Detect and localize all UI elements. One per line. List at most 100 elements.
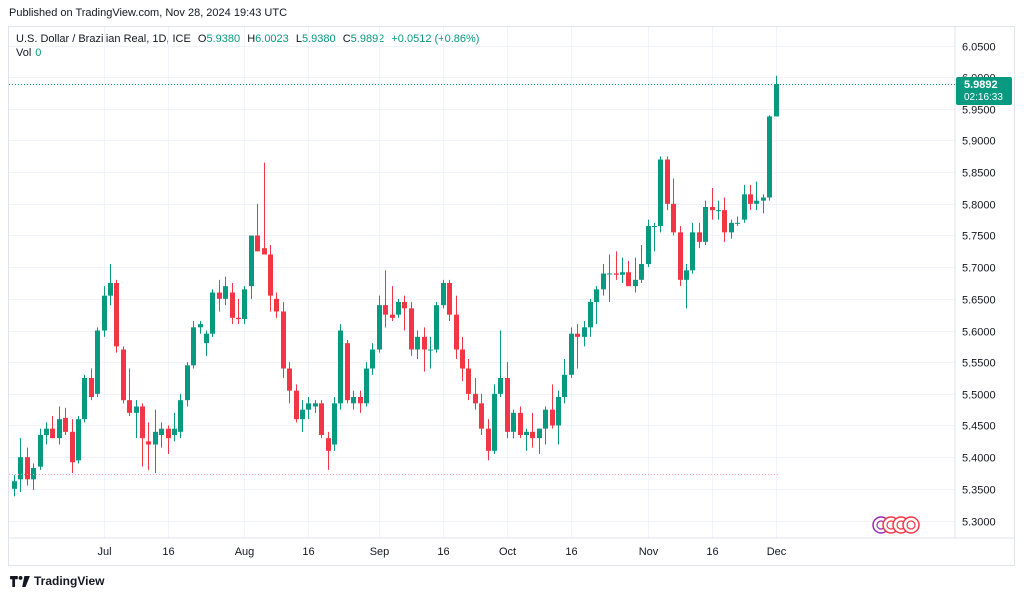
candle-body (134, 406, 139, 413)
candle-body (639, 264, 644, 280)
open-label: O (197, 33, 207, 45)
candle-body (351, 397, 356, 404)
candle-body (511, 412, 516, 432)
y-tick-label: 5.5500 (962, 358, 996, 370)
candle-body (217, 292, 222, 299)
high-label: H (247, 33, 256, 45)
bar-countdown: 02:16:33 (964, 92, 1003, 103)
candle-body (191, 327, 196, 366)
x-tick-label: 16 (565, 546, 577, 558)
candle-body (345, 343, 350, 401)
event-icon-inner (906, 520, 916, 530)
candle-body (626, 272, 631, 287)
candle-body (178, 400, 183, 432)
candle-body (774, 84, 779, 117)
candle-body (332, 403, 337, 445)
candle-body (409, 308, 414, 350)
candle-body (761, 197, 766, 201)
candle-body (473, 393, 478, 404)
candle-body (383, 305, 388, 315)
candle-body (57, 419, 62, 439)
vol-value: 0 (35, 47, 42, 59)
chart-frame (8, 26, 1015, 566)
candle-body (729, 222, 734, 233)
y-tick-label: 5.3000 (962, 517, 996, 529)
candle-body (594, 289, 599, 302)
legend-volume: Vol 0 (16, 47, 41, 59)
candle-body (12, 481, 17, 489)
candle-body (210, 292, 215, 334)
time-axis[interactable]: Jul 16 Aug 16 Sep 16 Oct 16 Nov 16 Dec (9, 537, 1015, 558)
candle-body (377, 305, 382, 350)
candle-body (108, 283, 113, 296)
candle-body (114, 283, 119, 347)
candle-body (121, 349, 126, 401)
vol-label[interactable]: Vol (16, 47, 32, 59)
x-tick-label: 16 (706, 546, 718, 558)
candle-body (198, 324, 203, 328)
candle-body (537, 428, 542, 439)
candle-body (370, 349, 375, 369)
low-label: L (295, 33, 302, 45)
y-tick-label: 5.4000 (962, 453, 996, 465)
event-markers[interactable] (872, 516, 920, 534)
y-tick-label: 6.0500 (962, 42, 996, 54)
x-tick-label: 16 (162, 546, 174, 558)
candle-body (505, 378, 510, 432)
candle-body (582, 327, 587, 337)
candle-body (447, 283, 452, 315)
candle-body (498, 378, 503, 394)
candle-body (479, 403, 484, 429)
candle-body (486, 428, 491, 451)
economic-event-icon (902, 516, 920, 534)
candle-body (767, 116, 772, 198)
candle-body (44, 428, 49, 435)
candle-body (684, 270, 689, 280)
candle-body (242, 289, 247, 320)
candle-body (95, 330, 100, 394)
symbol-title[interactable]: U.S. Dollar / Brazilian Real, 1D, ICE (16, 33, 191, 45)
close-label: C (342, 33, 351, 45)
grid-lines (9, 27, 955, 538)
candle-body (588, 302, 593, 328)
candle-body (722, 210, 727, 233)
y-tick-label: 5.9500 (962, 105, 996, 117)
x-tick-label: Aug (235, 546, 255, 558)
candle-body (18, 457, 23, 480)
candle-body (166, 428, 171, 439)
candle-body (543, 409, 548, 429)
tradingview-logo[interactable]: TradingView (10, 574, 104, 588)
x-tick-label: Nov (639, 546, 659, 558)
y-tick-label: 5.6500 (962, 295, 996, 307)
candle-body (82, 378, 87, 420)
candle-body (703, 207, 708, 242)
y-tick-label: 5.5000 (962, 390, 996, 402)
change-value: +0.0512 (+0.86%) (391, 33, 480, 45)
candle-body (274, 298, 279, 312)
candle-body (364, 368, 369, 404)
y-tick-label: 5.4500 (962, 421, 996, 433)
candle-body (754, 200, 759, 204)
candle-body (236, 317, 241, 320)
y-tick-label: 5.8500 (962, 168, 996, 180)
y-tick-label: 5.7500 (962, 231, 996, 243)
candle-body (396, 302, 401, 315)
candle-body (466, 368, 471, 394)
candle-body (204, 333, 209, 344)
candle-body (620, 272, 625, 275)
candle-body (50, 428, 55, 439)
open-value: 5.9380 (206, 33, 241, 45)
candle-body (575, 333, 580, 337)
last-price-tag-bg (956, 77, 1012, 105)
candle-body (262, 248, 267, 255)
candle-body (607, 273, 612, 275)
candle-body (249, 235, 254, 287)
candle-body (402, 302, 407, 309)
candle-body (300, 409, 305, 420)
candle-body (172, 428, 177, 435)
candle-body (697, 232, 702, 242)
close-value: 5.9892 (350, 33, 385, 45)
price-axis[interactable]: 6.05006.00005.95005.90005.85005.80005.75… (954, 27, 996, 538)
candle-body (748, 194, 753, 204)
